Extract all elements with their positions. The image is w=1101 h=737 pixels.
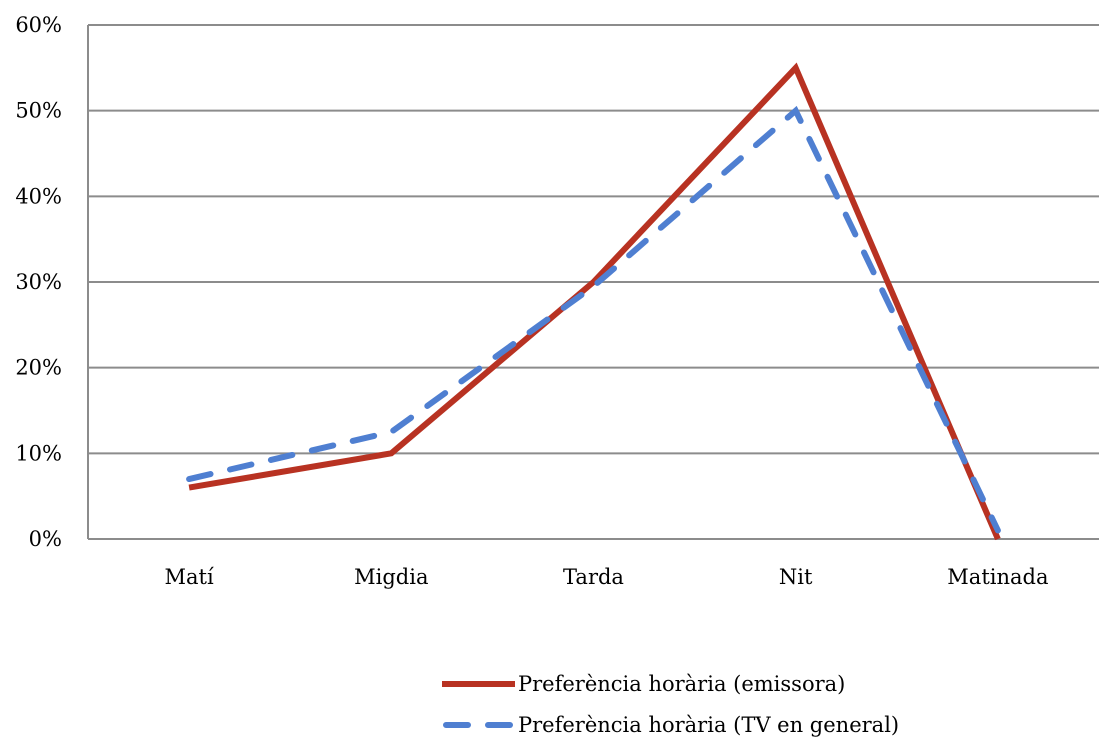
y-tick-label: 0% [29, 527, 62, 551]
series-lines [186, 62, 1001, 541]
y-tick-label: 50% [15, 99, 62, 123]
legend-label-2: Preferència horària (TV en general) [518, 713, 899, 737]
y-tick-label: 20% [15, 356, 62, 380]
x-axis-labels: Matí Migdia Tarda Nit Matinada [165, 565, 1049, 589]
x-tick-label: Matí [165, 565, 214, 589]
series-line-2 [186, 105, 1001, 534]
y-tick-label: 60% [15, 13, 62, 37]
x-tick-label: Nit [779, 565, 813, 589]
y-tick-label: 40% [15, 184, 62, 208]
x-tick-label: Migdia [354, 565, 428, 589]
x-tick-label: Tarda [563, 565, 624, 589]
y-tick-label: 30% [15, 270, 62, 294]
gridlines [87, 24, 1099, 540]
legend-label-1: Preferència horària (emissora) [518, 672, 845, 696]
y-axis-labels: 0% 10% 20% 30% 40% 50% 60% [15, 13, 62, 551]
x-tick-label: Matinada [947, 565, 1048, 589]
series-line-1 [188, 62, 1001, 541]
y-tick-label: 10% [15, 441, 62, 465]
legend: Preferència horària (emissora) Preferènci… [442, 672, 899, 737]
